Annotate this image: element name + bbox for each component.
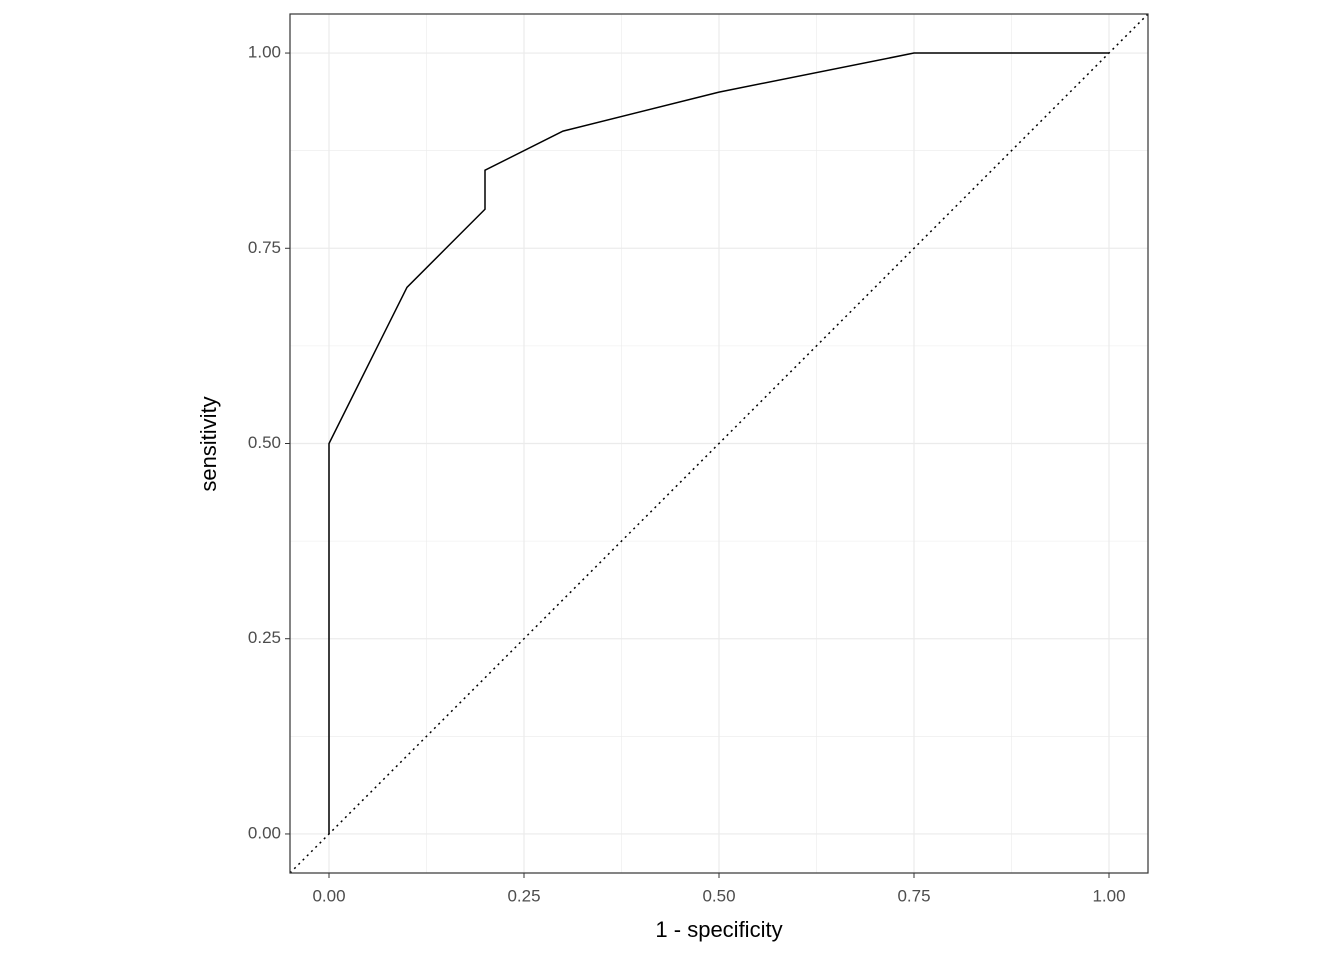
x-tick-label: 0.00 (312, 886, 345, 905)
y-tick-label: 0.50 (248, 433, 281, 452)
y-tick-label: 0.25 (248, 628, 281, 647)
reference-diagonal (289, 13, 1149, 874)
x-tick-label: 0.75 (897, 886, 930, 905)
y-tick-label: 0.75 (248, 238, 281, 257)
x-tick-label: 0.25 (507, 886, 540, 905)
x-tick-label: 1.00 (1092, 886, 1125, 905)
y-tick-label: 0.00 (248, 823, 281, 842)
x-tick-label: 0.50 (702, 886, 735, 905)
x-axis-title: 1 - specificity (655, 917, 782, 942)
y-axis-title: sensitivity (196, 396, 221, 491)
y-tick-label: 1.00 (248, 43, 281, 62)
roc-curve (328, 52, 1109, 834)
panel-border (289, 13, 1149, 874)
